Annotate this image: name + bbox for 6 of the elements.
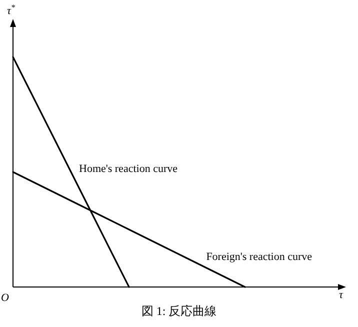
series-label: Home's reaction curve bbox=[79, 163, 178, 175]
caption: 図 1: 反応曲線 bbox=[141, 304, 217, 318]
text: τ bbox=[339, 289, 344, 301]
y-axis-title: τ$^{*}$ bbox=[7, 2, 15, 17]
text: O bbox=[1, 292, 9, 304]
series-label: Foreign's reaction curve bbox=[206, 250, 312, 263]
